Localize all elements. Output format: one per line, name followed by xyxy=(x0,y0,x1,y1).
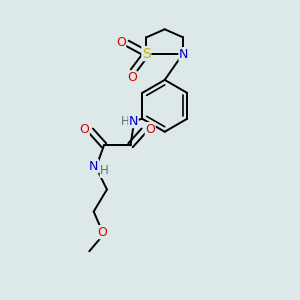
Text: O: O xyxy=(116,36,126,49)
Text: O: O xyxy=(79,123,89,136)
Text: N: N xyxy=(179,48,188,61)
Text: O: O xyxy=(127,71,137,84)
Text: H: H xyxy=(121,115,130,128)
Text: N: N xyxy=(129,115,138,128)
Text: O: O xyxy=(98,226,107,238)
Text: H: H xyxy=(100,164,109,177)
Text: N: N xyxy=(89,160,98,173)
Text: S: S xyxy=(142,46,151,61)
Text: O: O xyxy=(145,123,155,136)
